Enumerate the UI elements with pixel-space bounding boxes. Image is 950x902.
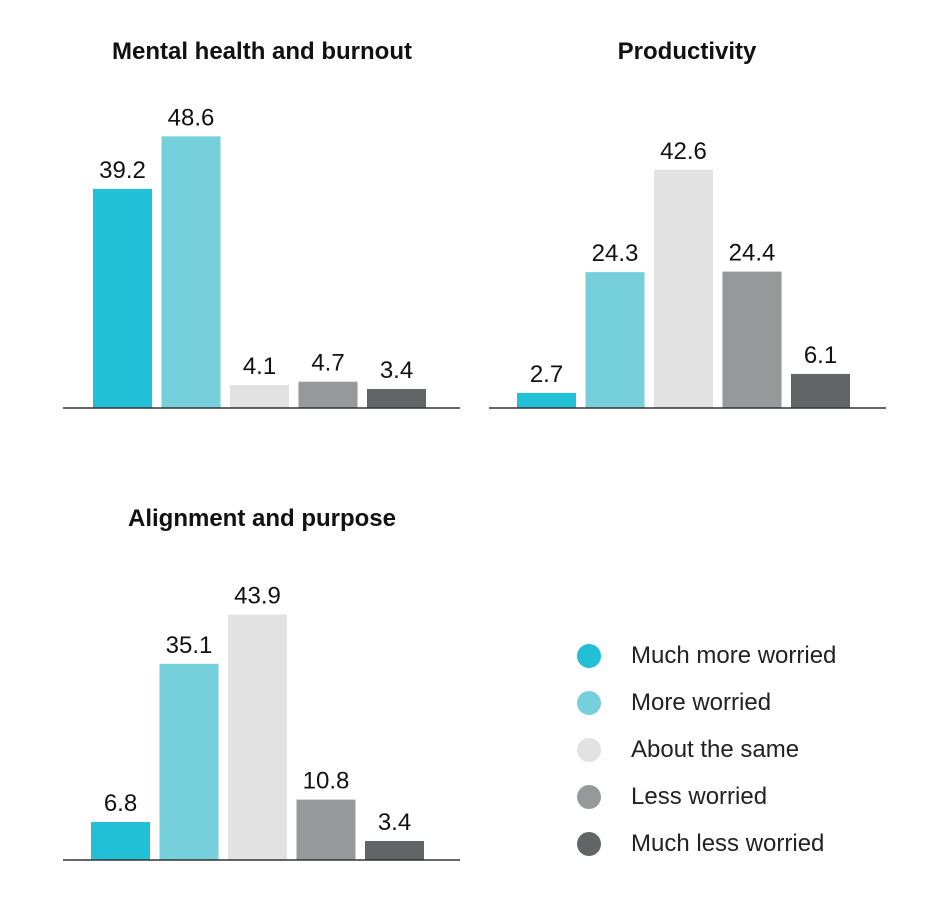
legend-item-about-the-same: About the same	[577, 726, 836, 773]
bar-alignment-4	[296, 799, 356, 860]
legend-swatch-about-the-same	[577, 737, 601, 762]
bar-mental-health-1	[93, 188, 152, 408]
bar-alignment-5	[365, 840, 424, 860]
chart-title-alignment: Alignment and purpose	[127, 505, 397, 532]
legend-item-much-more-worried: Much more worried	[577, 632, 836, 679]
legend-swatch-much-less-worried	[577, 831, 601, 856]
data-label-alignment-2: 35.1	[166, 632, 213, 659]
legend-item-less-worried: Less worried	[577, 773, 836, 820]
bar-mental-health-2	[161, 136, 221, 409]
legend-swatch-much-more-worried	[577, 643, 601, 668]
bar-productivity-4	[722, 271, 782, 408]
legend-label: More worried	[631, 688, 772, 716]
chart-title-mental-health: Mental health and burnout	[112, 38, 412, 65]
data-label-alignment-3: 43.9	[234, 583, 281, 610]
legend-item-more-worried: More worried	[577, 679, 836, 726]
bar-mental-health-5	[367, 388, 426, 408]
bar-productivity-1	[517, 392, 576, 408]
data-label-alignment-1: 6.8	[104, 790, 137, 817]
chart-title-productivity: Productivity	[617, 38, 757, 65]
bar-mental-health-3	[230, 385, 289, 408]
legend-label: About the same	[631, 735, 800, 763]
legend-label: Less worried	[631, 782, 768, 810]
bar-productivity-3	[654, 169, 713, 408]
legend: Much more worried More worried About the…	[577, 632, 836, 867]
data-label-mental-health-3: 4.1	[243, 353, 276, 380]
data-label-mental-health-1: 39.2	[99, 157, 146, 184]
data-label-mental-health-5: 3.4	[380, 357, 413, 384]
bar-alignment-1	[91, 821, 150, 860]
data-label-productivity-3: 42.6	[660, 138, 707, 165]
legend-swatch-more-worried	[577, 690, 601, 715]
bar-alignment-3	[228, 614, 287, 860]
data-label-productivity-1: 2.7	[530, 361, 563, 388]
data-label-alignment-5: 3.4	[378, 809, 411, 836]
data-label-alignment-4: 10.8	[303, 768, 350, 795]
legend-label: Much less worried	[631, 829, 825, 857]
data-label-productivity-2: 24.3	[592, 240, 639, 267]
data-label-mental-health-2: 48.6	[168, 104, 215, 131]
data-label-productivity-5: 6.1	[804, 342, 837, 369]
data-label-productivity-4: 24.4	[729, 240, 776, 267]
data-label-mental-health-4: 4.7	[311, 350, 344, 377]
bar-alignment-2	[159, 663, 219, 860]
bar-productivity-5	[791, 373, 850, 408]
legend-item-much-less-worried: Much less worried	[577, 820, 836, 867]
legend-label: Much more worried	[631, 641, 837, 669]
legend-swatch-less-worried	[577, 784, 601, 809]
bar-mental-health-4	[298, 381, 358, 408]
bar-productivity-2	[585, 272, 645, 408]
